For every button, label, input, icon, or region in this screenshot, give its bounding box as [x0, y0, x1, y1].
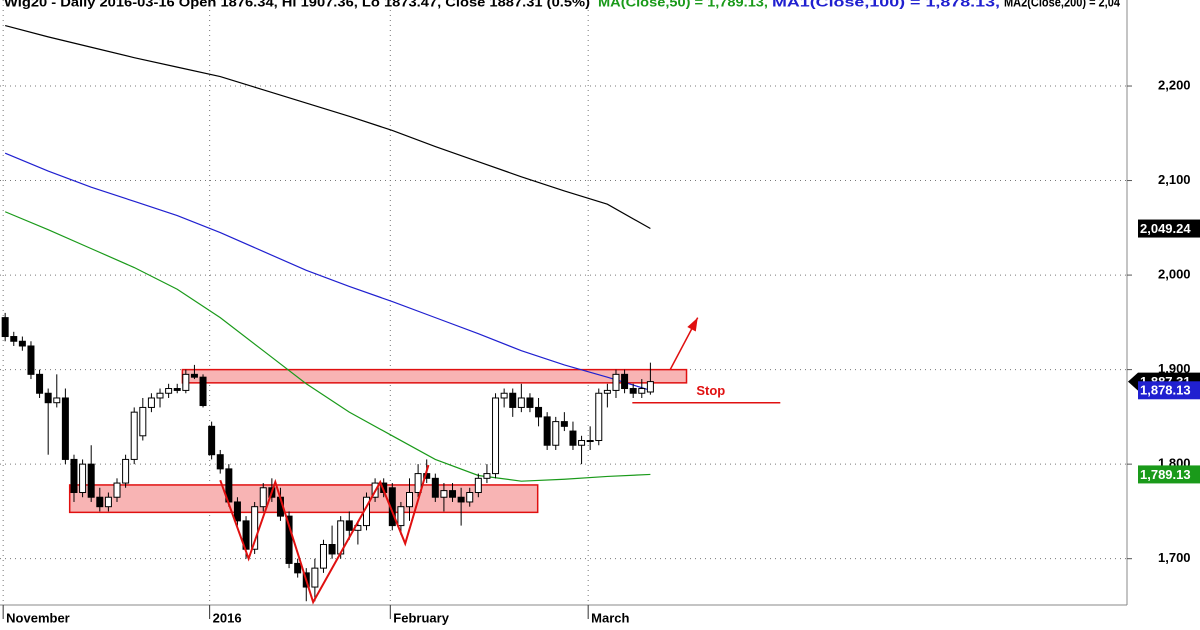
price-tag [1138, 219, 1200, 238]
candle-body [638, 388, 646, 394]
candle-body [319, 544, 327, 569]
candle-body [621, 373, 629, 390]
candle-body [500, 392, 508, 399]
candle-body [569, 430, 577, 446]
price-tag [1138, 381, 1200, 400]
y-tick-label: 2,100 [1158, 172, 1191, 187]
candle-body [165, 388, 173, 394]
y-tick-label: 2,000 [1158, 267, 1191, 282]
legend-entry: MA1(Close,100) = 1,878.13, [772, 0, 1000, 9]
candle-body [492, 397, 500, 475]
candle-body [509, 392, 517, 408]
chart-title: Wig20 - Daily 2016-03-16 Open 1876.34, H… [4, 0, 590, 9]
moving-average [4, 211, 651, 482]
candle-body [139, 406, 147, 437]
candle-body [96, 496, 104, 508]
candle-body [483, 473, 491, 479]
candle-body [449, 490, 457, 498]
candle-body [173, 388, 181, 391]
moving-average [4, 152, 651, 391]
candle-body [113, 482, 121, 498]
candle-body [70, 458, 78, 494]
candle-body [552, 421, 560, 446]
candle-body [535, 406, 543, 418]
y-tick-label: 1,900 [1158, 361, 1191, 376]
candle-body [147, 397, 155, 408]
candle-body [10, 336, 18, 342]
candle-body [586, 440, 594, 443]
arrow-head [687, 317, 698, 332]
zone [181, 368, 688, 384]
y-tick-label: 1,700 [1158, 550, 1191, 565]
candle-body [440, 490, 448, 498]
price-tag-label: 1,789.13 [1140, 467, 1191, 482]
price-tag [1138, 465, 1200, 484]
x-tick-label: November [6, 610, 70, 625]
candle-body [53, 397, 61, 404]
candle-body [629, 388, 637, 394]
candle-body [414, 473, 422, 494]
candle-body [79, 463, 87, 494]
moving-average [5, 24, 651, 230]
candle-body [18, 340, 26, 347]
candle-body [603, 389, 611, 394]
candle-body [397, 506, 405, 527]
candle-body [44, 392, 52, 404]
candle-body [122, 458, 130, 484]
candle-body [182, 373, 190, 391]
candle-body [560, 421, 568, 427]
candle-body [1, 317, 9, 338]
candle-body [328, 544, 336, 555]
candle-body [526, 397, 534, 408]
candle-body [36, 373, 44, 394]
candle-body [156, 392, 164, 399]
legend-entry: MA(Close,50) = 1,789.13, [598, 0, 768, 9]
candle-body [612, 373, 620, 391]
candle-body [130, 411, 138, 460]
candle-body [208, 425, 216, 456]
candle-body [578, 440, 586, 446]
candle-body [474, 477, 482, 494]
candle-body [466, 492, 474, 503]
candle-body [285, 515, 293, 564]
candle-body [543, 416, 551, 446]
x-tick-label: February [393, 610, 449, 625]
candle-body [259, 487, 267, 508]
candle-body [517, 397, 525, 408]
zigzag [219, 464, 430, 605]
candle-body [595, 392, 603, 442]
candle-body [431, 477, 439, 498]
price-tag-label: 1,878.13 [1140, 383, 1191, 398]
candle-body [646, 381, 654, 393]
candle-body [199, 376, 207, 407]
y-tick-label: 2,200 [1158, 77, 1191, 92]
candle-body [457, 496, 465, 503]
candle-body [190, 373, 198, 378]
candle-body [294, 562, 302, 574]
candle-body [345, 520, 353, 531]
x-tick-label: 2016 [213, 610, 242, 625]
candle-body [406, 492, 414, 508]
candle-body [87, 463, 95, 498]
stop-label: Stop [696, 383, 725, 398]
price-tag-label: 2,049.24 [1140, 221, 1191, 236]
candle-body [61, 397, 69, 460]
candle-body [104, 496, 112, 508]
legend-entry: MA2(Close,200) = 2,04 [1004, 0, 1121, 9]
candle-body [251, 506, 259, 550]
candle-body [216, 454, 224, 470]
candle-body [27, 345, 35, 375]
candle-body [233, 501, 241, 522]
x-tick-label: March [591, 610, 629, 625]
candle-body [311, 567, 319, 588]
